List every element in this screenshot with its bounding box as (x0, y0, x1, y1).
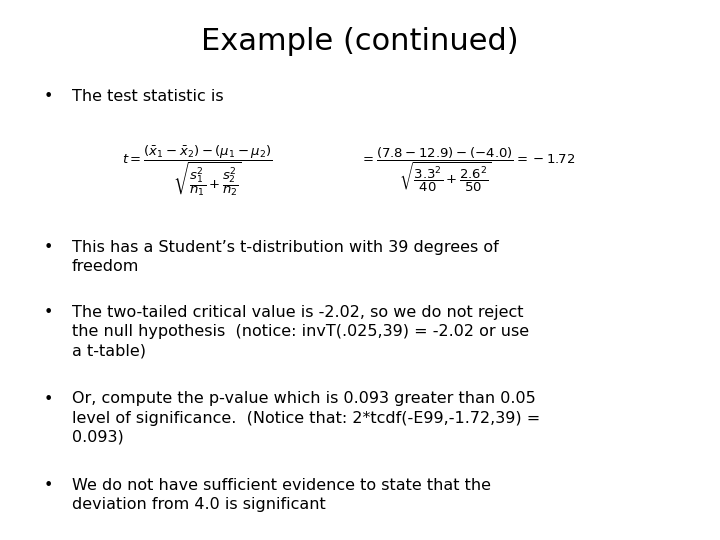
Text: $t = \dfrac{(\bar{x}_1 -\bar{x}_2)-(\mu_1 - \mu_2)}{\sqrt{\dfrac{s_1^2}{n_1} + \: $t = \dfrac{(\bar{x}_1 -\bar{x}_2)-(\mu_… (122, 143, 273, 198)
Text: The test statistic is: The test statistic is (72, 89, 224, 104)
Text: •: • (43, 478, 53, 493)
Text: $= \dfrac{(7.8-12.9)-(-4.0)}{\sqrt{\dfrac{3.3^2}{40} + \dfrac{2.6^2}{50}}} = -1.: $= \dfrac{(7.8-12.9)-(-4.0)}{\sqrt{\dfra… (360, 146, 575, 194)
Text: Example (continued): Example (continued) (201, 27, 519, 56)
Text: The two-tailed critical value is -2.02, so we do not reject
the null hypothesis : The two-tailed critical value is -2.02, … (72, 305, 529, 359)
Text: This has a Student’s t-distribution with 39 degrees of
freedom: This has a Student’s t-distribution with… (72, 240, 499, 274)
Text: •: • (43, 89, 53, 104)
Text: •: • (43, 305, 53, 320)
Text: We do not have sufficient evidence to state that the
deviation from 4.0 is signi: We do not have sufficient evidence to st… (72, 478, 491, 512)
Text: Or, compute the p-value which is 0.093 greater than 0.05
level of significance. : Or, compute the p-value which is 0.093 g… (72, 392, 540, 445)
Text: •: • (43, 240, 53, 255)
Text: •: • (43, 392, 53, 407)
